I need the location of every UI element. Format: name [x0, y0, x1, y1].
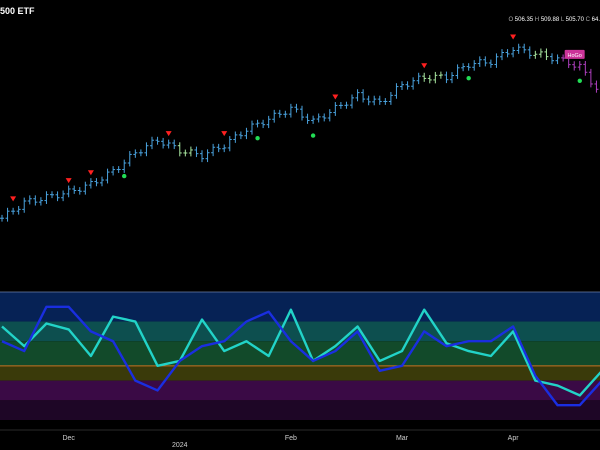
sell-signal-marker: [10, 196, 17, 202]
signal-badge-label: HoGo: [567, 53, 581, 59]
buy-signal-marker: [310, 133, 316, 138]
price-panel: HoGo: [0, 34, 599, 222]
oscillator-band: [0, 365, 600, 381]
sell-signal-marker: [65, 178, 72, 184]
x-tick-label: Dec: [62, 435, 75, 442]
buy-signal-marker: [466, 75, 471, 81]
buy-signal-marker: [255, 136, 260, 141]
oscillator-line-blue: [1, 305, 600, 407]
oscillator-panel: [0, 291, 600, 420]
oscillator-band: [0, 292, 600, 322]
sell-signal-marker: [165, 131, 172, 137]
sell-signal-marker: [510, 34, 517, 40]
ohlc-value-h: 509.88: [540, 17, 560, 23]
ohlc-value-l: 505.70: [565, 17, 584, 23]
ohlc-label-l: L: [559, 17, 566, 23]
oscillator-band: [0, 400, 600, 420]
signal-badge: [564, 49, 585, 59]
x-tick-label: 2024: [172, 442, 188, 449]
x-tick-label: Apr: [508, 435, 520, 442]
sell-signal-marker: [221, 131, 228, 137]
ohlc-value-c: 64.: [591, 17, 600, 23]
x-tick-label: Feb: [285, 435, 297, 442]
sell-signal-marker: [421, 63, 428, 69]
buy-signal-marker: [122, 173, 127, 179]
x-tick-label: Mar: [396, 435, 409, 442]
chart-title: 500 ETF: [0, 6, 35, 16]
ohlc-label-c: C: [583, 17, 592, 23]
ohlc-value-o: 506.35: [514, 17, 534, 23]
x-axis: Dec 2024 Feb Mar Apr: [0, 429, 600, 449]
ohlc-label-h: H: [533, 17, 541, 23]
sell-signal-marker: [332, 94, 339, 100]
sell-signal-marker: [87, 170, 94, 176]
ohlc-label-o: O: [508, 17, 515, 23]
buy-signal-marker: [577, 78, 582, 83]
ohlc-readout: O 506.35 H 509.88 L 505.70 C 64.: [508, 17, 600, 23]
oscillator-band: [0, 380, 600, 401]
